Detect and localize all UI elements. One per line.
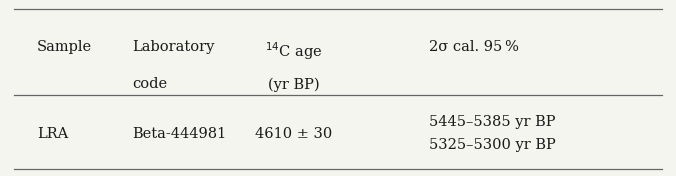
Text: 2σ cal. 95 %: 2σ cal. 95 % xyxy=(429,40,519,55)
Text: code: code xyxy=(132,77,167,92)
Text: 5445–5385 yr BP: 5445–5385 yr BP xyxy=(429,115,556,129)
Text: 5325–5300 yr BP: 5325–5300 yr BP xyxy=(429,138,556,152)
Text: 4610 ± 30: 4610 ± 30 xyxy=(256,127,333,141)
Text: Beta-444981: Beta-444981 xyxy=(132,127,226,141)
Text: LRA: LRA xyxy=(37,127,68,141)
Text: Sample: Sample xyxy=(37,40,93,55)
Text: $^{14}$C age: $^{14}$C age xyxy=(265,40,323,62)
Text: Laboratory: Laboratory xyxy=(132,40,214,55)
Text: (yr BP): (yr BP) xyxy=(268,77,320,92)
